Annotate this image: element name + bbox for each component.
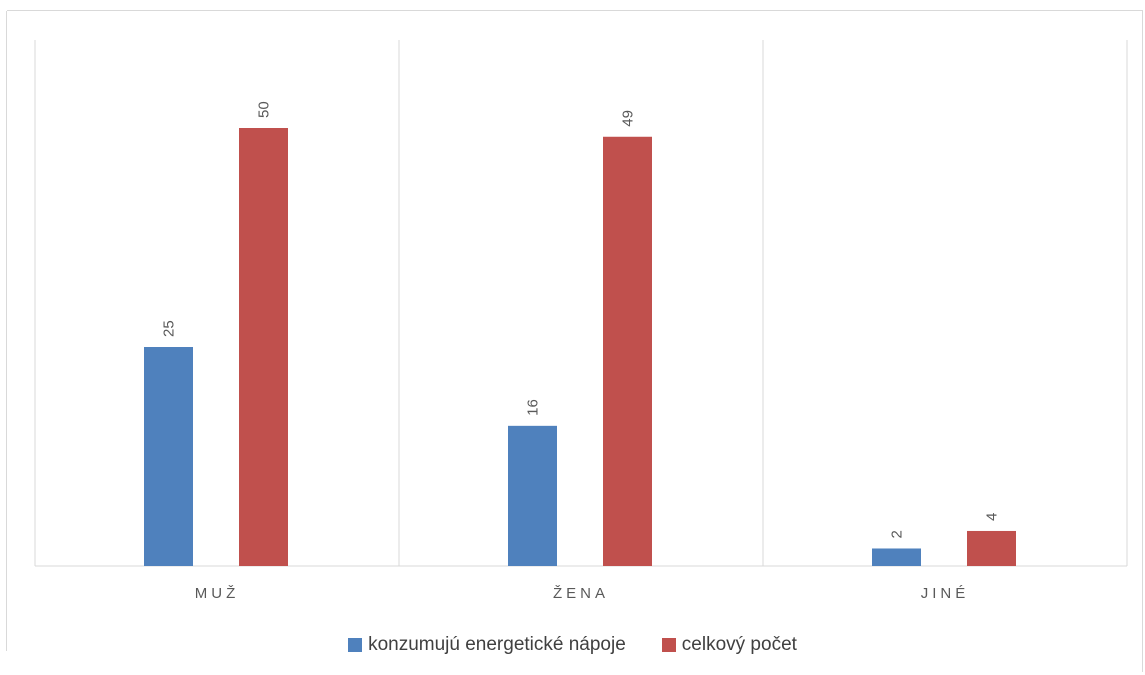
chart-frame: [6, 10, 1143, 672]
data-label: 16: [525, 399, 542, 416]
data-label: 49: [620, 110, 637, 127]
bar: [144, 347, 193, 566]
bar: [603, 136, 652, 566]
bar: [967, 530, 1016, 566]
data-label: 2: [889, 530, 906, 538]
bar: [872, 548, 921, 566]
data-label: 4: [984, 513, 1001, 521]
bar: [508, 425, 557, 566]
x-tick-label: ŽENA: [553, 585, 609, 602]
legend-label-series-2: celkový počet: [681, 634, 797, 655]
legend-swatch-series-1: [348, 638, 363, 652]
x-tick-label: MUŽ: [195, 585, 240, 602]
x-tick-label: JINÉ: [921, 585, 970, 602]
legend: konzumujú energetické nápoje celkový poč…: [0, 634, 1145, 656]
legend-item-series-2: celkový počet: [661, 634, 797, 656]
bar: [239, 128, 288, 566]
data-label: 50: [256, 101, 273, 118]
legend-item-series-1: konzumujú energetické nápoje: [348, 634, 626, 656]
legend-swatch-series-2: [661, 638, 676, 652]
legend-label-series-1: konzumujú energetické nápoje: [368, 634, 626, 655]
data-label: 25: [161, 320, 178, 337]
bar-chart: 25 50 MUŽ 16 49 ŽENA 2 4 JINÉ: [34, 40, 1128, 602]
